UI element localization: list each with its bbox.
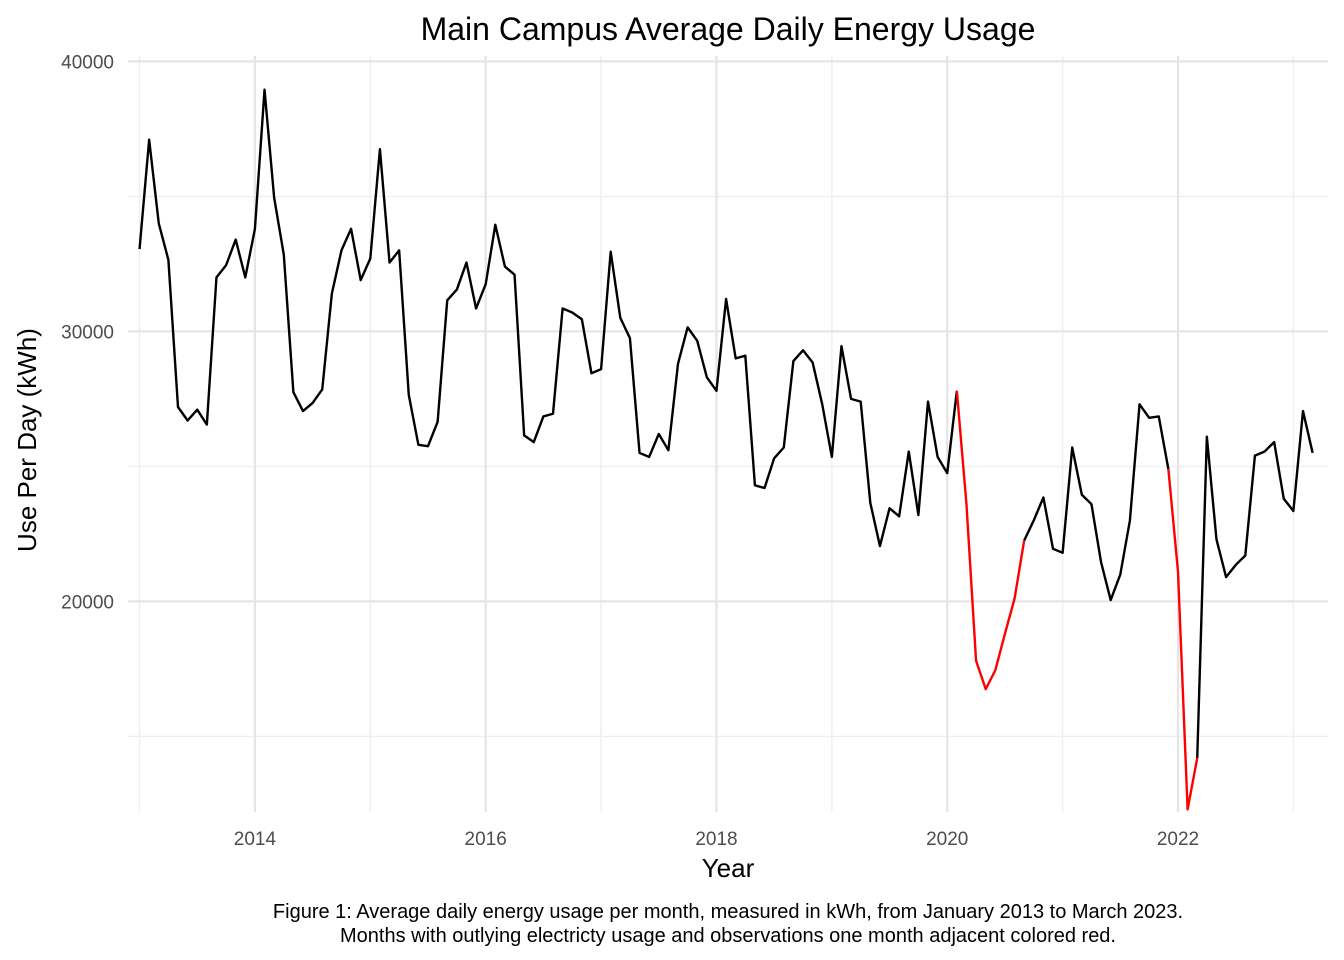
y-tick-label: 40000 [61, 52, 114, 73]
y-tick-label: 20000 [61, 592, 114, 613]
x-axis-tick-labels: 2014 2016 2018 2020 2022 [234, 829, 1199, 850]
grid-lines [128, 56, 1328, 812]
x-tick-label: 2014 [234, 829, 277, 850]
x-axis-title: Year [702, 853, 755, 883]
usage-series [138, 88, 1314, 811]
x-tick-label: 2016 [465, 829, 507, 850]
figure-caption-line-1: Figure 1: Average daily energy usage per… [273, 901, 1183, 923]
outlier-line-segment [955, 390, 1026, 691]
x-tick-label: 2020 [926, 829, 968, 850]
outlier-line-segment [1167, 468, 1199, 811]
chart-title: Main Campus Average Daily Energy Usage [421, 11, 1036, 47]
y-tick-label: 30000 [61, 322, 114, 343]
x-tick-label: 2022 [1157, 829, 1199, 850]
usage-line-segment [1023, 403, 1170, 602]
figure-caption-line-2: Months with outlying electricty usage an… [340, 925, 1116, 947]
y-axis-title: Use Per Day (kWh) [12, 328, 42, 552]
y-axis-tick-labels: 20000 30000 40000 [61, 52, 114, 613]
usage-line-segment [1196, 409, 1314, 759]
usage-line-segment [138, 88, 959, 548]
x-tick-label: 2018 [695, 829, 737, 850]
